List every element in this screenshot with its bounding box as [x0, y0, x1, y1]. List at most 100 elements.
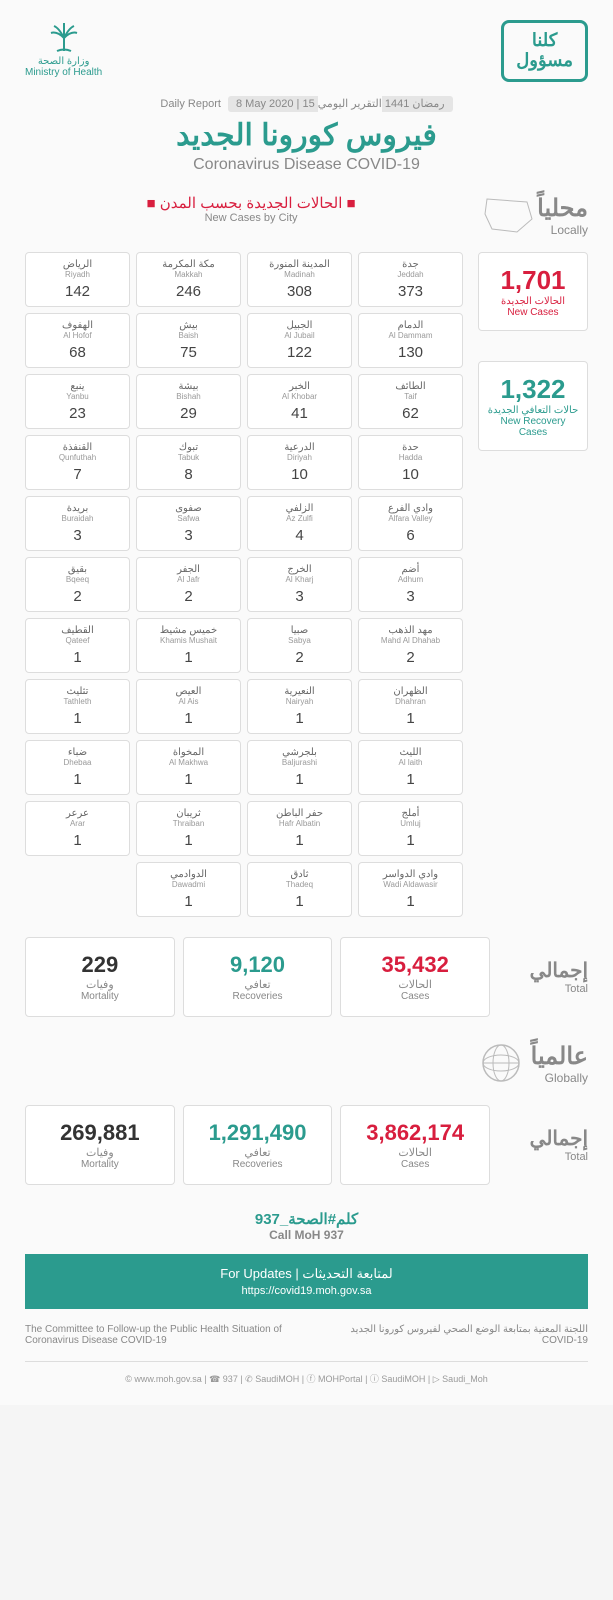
city-cell: خميس مشيطKhamis Mushait 1 — [136, 618, 241, 673]
city-ar: الدوادمي — [139, 869, 238, 880]
city-val: 1 — [361, 771, 460, 788]
city-val: 62 — [361, 405, 460, 422]
city-ar: ينبع — [28, 381, 127, 392]
city-ar: العيص — [139, 686, 238, 697]
city-cell: تثليثTathleth1 — [25, 679, 130, 734]
city-ar: المخواة — [139, 747, 238, 758]
palm-icon — [39, 23, 89, 53]
footer-links: © www.moh.gov.sa | ☎ 937 | ✆ SaudiMOH | … — [25, 1361, 588, 1385]
city-ar: الطائف — [361, 381, 460, 392]
city-en: Thraiban — [139, 819, 238, 828]
city-val: 1 — [250, 771, 349, 788]
new-recoveries-box: 1,322 حالات التعافي الجديدة New Recovery… — [478, 361, 588, 451]
city-val: 1 — [139, 832, 238, 849]
committee-ar: اللجنة المعنية بمتابعة الوضع الصحي لفيرو… — [317, 1324, 589, 1346]
city-en: Al Jubail — [250, 331, 349, 340]
locally-section-head: ■ الحالات الجديدة بحسب المدن ■ New Cases… — [25, 194, 588, 237]
city-ar: بريدة — [28, 503, 127, 514]
city-val: 6 — [361, 527, 460, 544]
city-en: Taif — [361, 392, 460, 401]
city-cell: الهفوفAl Hofof68 — [25, 313, 130, 368]
city-val: 246 — [139, 283, 238, 300]
city-en: Al Khobar — [250, 392, 349, 401]
city-val: 1 — [139, 771, 238, 788]
committee-en: The Committee to Follow-up the Public He… — [25, 1324, 297, 1346]
infographic-container: وزارة الصحة Ministry of Health كلنا مسؤو… — [0, 0, 613, 1405]
city-val: 10 — [250, 466, 349, 483]
city-cell: بريدةBuraidah3 — [25, 496, 130, 551]
city-cell: بلجرشيBaljurashi1 — [247, 740, 352, 795]
city-val: 41 — [250, 405, 349, 422]
city-val: 10 — [361, 466, 460, 483]
city-val: 1 — [28, 710, 127, 727]
responsibility-badge: كلنا مسؤول — [501, 20, 588, 82]
city-en: Makkah — [139, 270, 238, 279]
city-cell: صبياSabya2 — [247, 618, 352, 673]
moh-logo: وزارة الصحة Ministry of Health — [25, 23, 102, 78]
city-cell: القطيفQateef1 — [25, 618, 130, 673]
city-val: 2 — [28, 588, 127, 605]
city-ar: الليث — [361, 747, 460, 758]
city-en: Baljurashi — [250, 758, 349, 767]
local-recoveries: 9,120 تعافي Recoveries — [183, 937, 333, 1017]
city-cell: الخرجAl Kharj3 — [247, 557, 352, 612]
city-ar: أضم — [361, 564, 460, 575]
city-cell: تبوكTabuk8 — [136, 435, 241, 490]
globally-label: عالمياً Globally — [531, 1042, 588, 1085]
global-cases: 3,862,174 الحالات Cases — [340, 1105, 490, 1185]
city-ar: تثليث — [28, 686, 127, 697]
city-val: 1 — [139, 649, 238, 666]
global-recoveries: 1,291,490 تعافي Recoveries — [183, 1105, 333, 1185]
city-cell: الرياضRiyadh 142 — [25, 252, 130, 307]
city-ar: خميس مشيط — [139, 625, 238, 636]
city-cell: المخواةAl Makhwa1 — [136, 740, 241, 795]
city-ar: أملج — [361, 808, 460, 819]
city-ar: الرياض — [28, 259, 127, 270]
city-val: 1 — [361, 832, 460, 849]
city-en: Madinah — [250, 270, 349, 279]
city-en: Qateef — [28, 636, 127, 645]
city-cell: الزلفيAz Zulfi4 — [247, 496, 352, 551]
city-val: 1 — [250, 893, 349, 910]
local-totals-row: 229 وفيات Mortality 9,120 تعافي Recoveri… — [25, 937, 588, 1017]
city-ar: الجفر — [139, 564, 238, 575]
city-en: Riyadh — [28, 270, 127, 279]
city-val: 3 — [139, 527, 238, 544]
city-en: Khamis Mushait — [139, 636, 238, 645]
city-en: Alfara Valley — [361, 514, 460, 523]
city-cell: وادي الفرعAlfara Valley6 — [358, 496, 463, 551]
city-val: 68 — [28, 344, 127, 361]
city-ar: تبوك — [139, 442, 238, 453]
city-cell: أضمAdhum3 — [358, 557, 463, 612]
city-en: Jeddah — [361, 270, 460, 279]
updates-bar: For Updates | لمتابعة التحديثات https://… — [25, 1254, 588, 1309]
city-cell: الطائفTaif 62 — [358, 374, 463, 429]
city-val: 4 — [250, 527, 349, 544]
call-moh: كلم#الصحة_937 Call MoH 937 — [25, 1210, 588, 1242]
global-total-label: إجمالي Total — [498, 1126, 588, 1163]
city-val: 23 — [28, 405, 127, 422]
city-ar: وادي الدواسر — [361, 869, 460, 880]
city-ar: الهفوف — [28, 320, 127, 331]
city-ar: الظهران — [361, 686, 460, 697]
city-en: Diriyah — [250, 453, 349, 462]
city-en: Safwa — [139, 514, 238, 523]
city-en: Mahd Al Dhahab — [361, 636, 460, 645]
city-en: Adhum — [361, 575, 460, 584]
city-cell: بقيقBqeeq2 — [25, 557, 130, 612]
report-date-line: Daily Report 8 May 2020 | 15 رمضان 1441 … — [25, 97, 588, 110]
city-ar: الخبر — [250, 381, 349, 392]
daily-en: Daily Report — [160, 98, 221, 110]
city-cell: الخبرAl Khobar 41 — [247, 374, 352, 429]
city-en: Al laith — [361, 758, 460, 767]
city-ar: ثادق — [250, 869, 349, 880]
city-cell: بيشةBishah29 — [136, 374, 241, 429]
city-cell: حفر الباطنHafr Albatin1 — [247, 801, 352, 856]
city-cell: ضباءDhebaa1 — [25, 740, 130, 795]
city-en: Baish — [139, 331, 238, 340]
city-ar: الدمام — [361, 320, 460, 331]
city-ar: بقيق — [28, 564, 127, 575]
city-cell: جدةJeddah373 — [358, 252, 463, 307]
city-val: 142 — [28, 283, 127, 300]
city-en: Hafr Albatin — [250, 819, 349, 828]
